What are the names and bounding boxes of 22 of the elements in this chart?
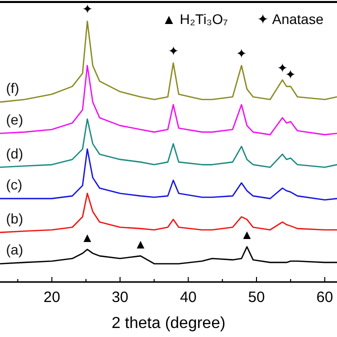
annotation: ✦ [285, 66, 296, 82]
series-label: (c) [6, 176, 22, 193]
annotation: ✦ [236, 46, 247, 62]
x-axis-title: 2 theta (degree) [112, 315, 226, 332]
x-tick-label: 30 [112, 289, 128, 306]
series-label: (d) [6, 145, 24, 162]
annotation: ✦ Anatase [257, 11, 324, 27]
annotation: ✦ [276, 60, 288, 76]
x-tick-label: 60 [316, 289, 334, 306]
annotation: ▲ [134, 236, 147, 252]
series-label: (a) [6, 242, 24, 258]
annotation: ✦ [168, 43, 179, 58]
x-tick-label: 40 [180, 289, 197, 306]
series-label: (f) [6, 80, 20, 96]
annotation: ▲ [240, 227, 254, 242]
x-tick-label: 20 [44, 289, 60, 306]
series-label: (b) [6, 210, 24, 226]
x-tick-label: 50 [248, 289, 265, 306]
series-label: (e) [6, 111, 24, 128]
annotation: ▲ H₂Ti₃O₇ [162, 11, 228, 27]
annotation: ▲ [80, 230, 94, 245]
annotation: ✦ [82, 2, 93, 17]
